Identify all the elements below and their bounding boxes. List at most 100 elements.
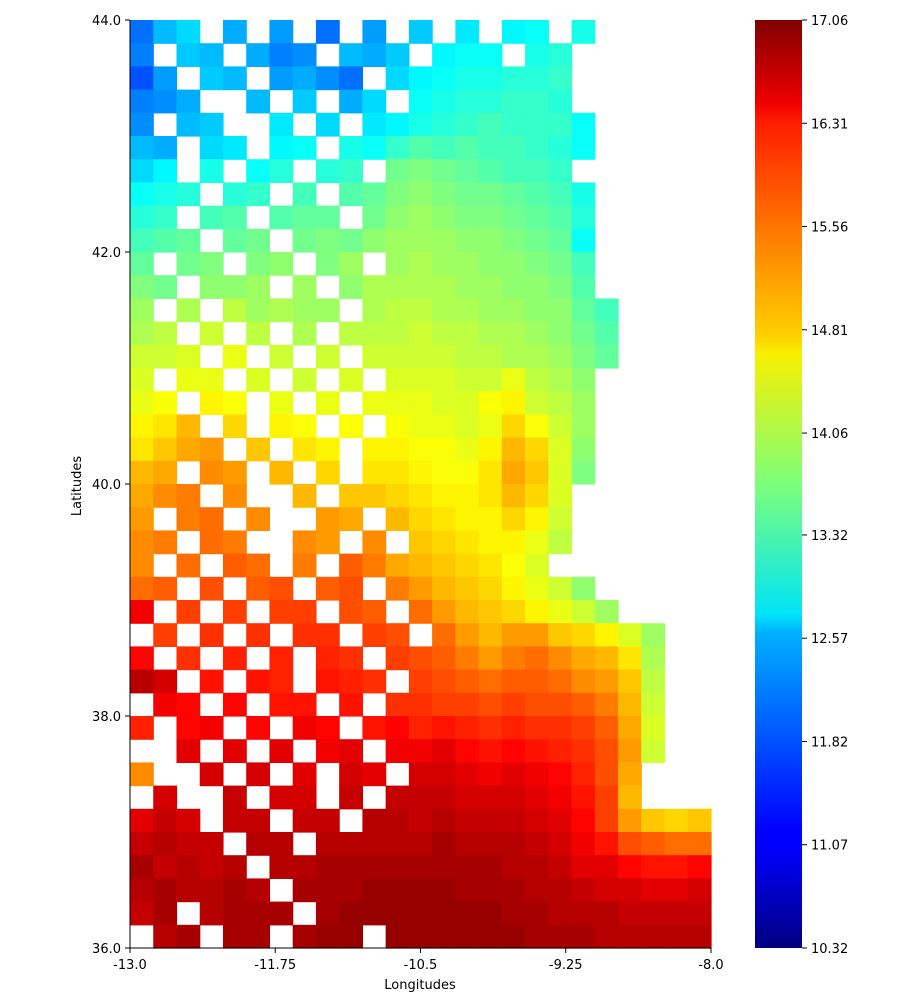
heatmap-cell	[153, 785, 178, 810]
heatmap-cell	[432, 901, 456, 926]
heatmap-cell	[130, 344, 154, 369]
heatmap-cell	[362, 136, 387, 160]
heatmap-cell	[548, 43, 573, 67]
heatmap-cell	[199, 832, 224, 856]
heatmap-cell	[385, 855, 410, 879]
y-axis: 36.0 38.0 40.0 42.0 44.0	[92, 14, 131, 957]
heatmap-cell	[246, 228, 271, 253]
heatmap-cell	[641, 901, 666, 926]
heatmap-cell	[130, 460, 154, 485]
heatmap-cell	[385, 112, 410, 137]
heatmap-cell	[130, 136, 154, 160]
heatmap-cell	[432, 832, 456, 856]
heatmap-cell	[315, 901, 340, 926]
heatmap-cell	[594, 832, 619, 856]
heatmap-cell	[199, 437, 224, 462]
heatmap-cell	[548, 182, 573, 207]
heatmap-cell	[641, 716, 666, 740]
heatmap-cell	[130, 832, 154, 856]
heatmap-cell	[292, 43, 317, 67]
colorbar-tick-label: 14.81	[811, 324, 848, 339]
heatmap-cell	[292, 762, 317, 787]
heatmap-cell	[130, 159, 154, 183]
heatmap-cell	[432, 182, 456, 207]
heatmap-cell	[315, 66, 340, 91]
colorbar-tick-label: 17.06	[811, 14, 848, 29]
heatmap-cell	[362, 344, 387, 369]
heatmap-cell	[385, 159, 410, 183]
heatmap-cell	[339, 669, 363, 694]
heatmap-cell	[571, 414, 596, 439]
heatmap-cell	[571, 808, 596, 833]
heatmap-cell	[571, 901, 596, 926]
x-tick-label: -8.0	[698, 958, 723, 973]
heatmap-cell	[548, 762, 573, 787]
heatmap-cell	[246, 623, 271, 647]
heatmap-cell	[478, 507, 503, 531]
heatmap-cell	[339, 507, 363, 531]
heatmap-cell	[385, 437, 410, 462]
heatmap-cell	[199, 205, 224, 230]
heatmap-cell	[199, 507, 224, 531]
heatmap-cell	[432, 785, 456, 810]
heatmap-cell	[199, 762, 224, 787]
heatmap-cell	[153, 89, 178, 114]
heatmap-cell	[548, 136, 573, 160]
heatmap-cell	[176, 692, 201, 717]
heatmap-cell	[548, 669, 573, 694]
heatmap-cell	[478, 855, 503, 879]
heatmap-cell	[408, 739, 433, 763]
heatmap-cell	[455, 43, 480, 67]
heatmap-cell	[455, 646, 480, 671]
heatmap-cell	[501, 600, 526, 624]
heatmap-cell	[432, 321, 456, 346]
heatmap-cell	[130, 321, 154, 346]
heatmap-cell	[246, 507, 271, 531]
heatmap-cell	[525, 832, 549, 856]
heatmap-cell	[618, 878, 642, 903]
heatmap-cell	[130, 182, 154, 207]
heatmap-cell	[525, 623, 549, 647]
heatmap-cell	[687, 855, 712, 879]
heatmap-cell	[269, 785, 294, 810]
heatmap-cell	[664, 808, 689, 833]
heatmap-cell	[153, 692, 178, 717]
heatmap-cell	[501, 460, 526, 485]
y-tick-label: 36.0	[92, 942, 121, 957]
heatmap-cell	[130, 391, 154, 415]
heatmap-cell	[432, 66, 456, 91]
heatmap-cell	[618, 901, 642, 926]
heatmap-cell	[664, 832, 689, 856]
heatmap-cell	[315, 391, 340, 415]
heatmap-cell	[478, 136, 503, 160]
heatmap-cell	[315, 159, 340, 183]
heatmap-cell	[362, 716, 387, 740]
heatmap-cell	[478, 600, 503, 624]
heatmap-cell	[385, 66, 410, 91]
heatmap-cell	[315, 112, 340, 137]
y-tick-label: 44.0	[92, 14, 121, 29]
heatmap-cell	[385, 924, 410, 949]
heatmap-cell	[339, 368, 363, 392]
x-axis: -13.0 -11.75 -10.5 -9.25 -8.0	[113, 947, 724, 973]
heatmap-cell	[478, 275, 503, 299]
heatmap-cell	[432, 507, 456, 531]
heatmap-cell	[362, 530, 387, 555]
heatmap-cell	[478, 43, 503, 67]
heatmap-cell	[246, 275, 271, 299]
heatmap-cell	[362, 762, 387, 787]
heatmap-cell	[339, 878, 363, 903]
heatmap-cell	[176, 437, 201, 462]
heatmap-cell	[362, 391, 387, 415]
heatmap-cell	[153, 460, 178, 485]
x-tick-label: -11.75	[254, 958, 296, 973]
heatmap-cell	[525, 878, 549, 903]
heatmap-cell	[432, 739, 456, 763]
heatmap-cell	[292, 321, 317, 346]
heatmap-cell	[130, 669, 154, 694]
heatmap-cell	[501, 530, 526, 555]
heatmap-cell	[362, 832, 387, 856]
heatmap-cell	[385, 391, 410, 415]
heatmap-cell	[153, 878, 178, 903]
heatmap-cell	[641, 808, 666, 833]
